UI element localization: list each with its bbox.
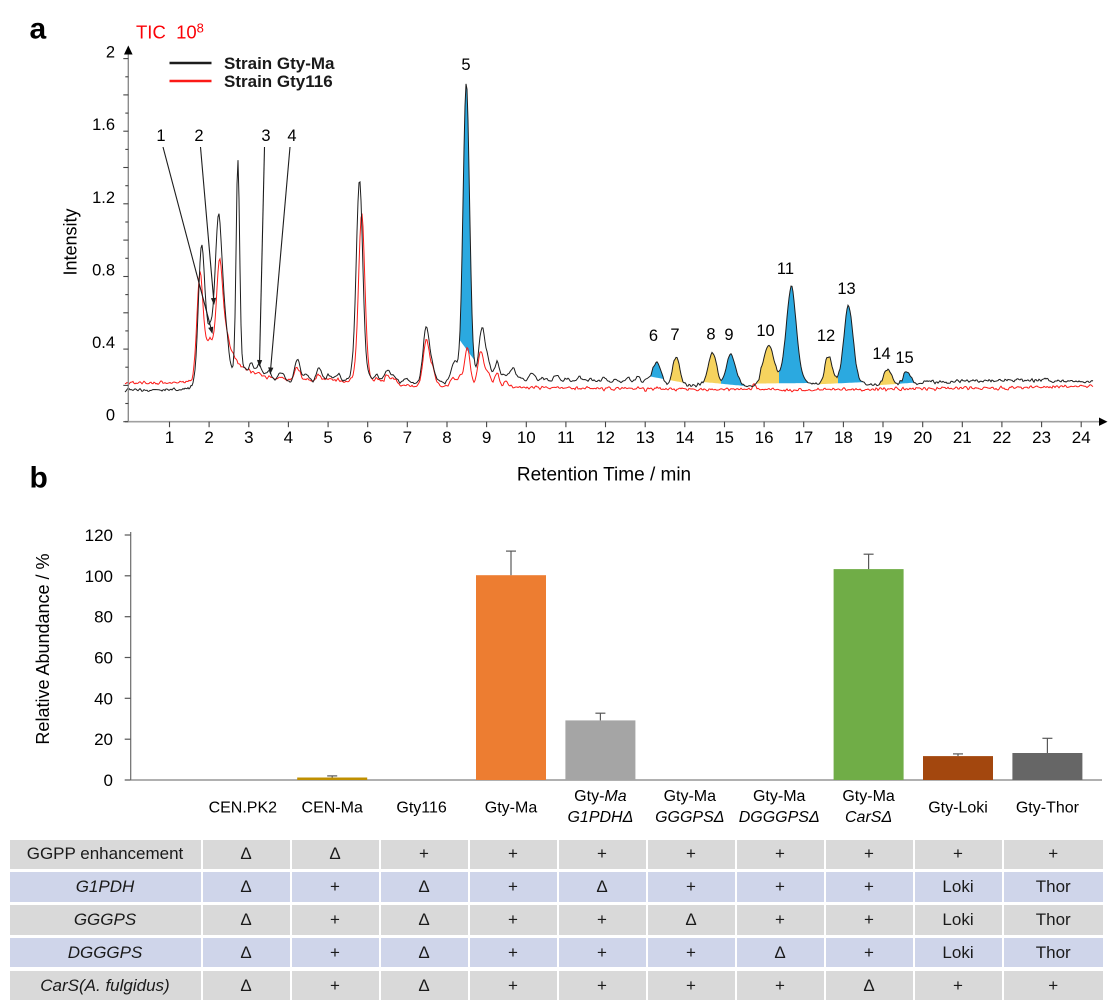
svg-text:Retention Time / min: Retention Time / min [517,465,691,486]
svg-text:40: 40 [94,689,113,708]
svg-text:0: 0 [106,407,115,425]
svg-text:CarSΔ: CarSΔ [845,809,892,826]
svg-text:13: 13 [636,428,655,447]
svg-text:Gty-Ma: Gty-Ma [664,788,717,805]
svg-text:2: 2 [106,44,115,62]
svg-text:1: 1 [165,428,174,447]
svg-text:CEN.PK2: CEN.PK2 [209,800,278,817]
svg-text:1.2: 1.2 [92,189,115,207]
svg-text:Relative Abundance / %: Relative Abundance / % [33,553,53,744]
svg-text:Gty-Ma: Gty-Ma [574,788,627,805]
svg-text:TIC 108: TIC 108 [136,21,204,43]
svg-text:12: 12 [817,327,835,345]
svg-text:11: 11 [557,428,575,447]
svg-text:100: 100 [85,567,113,586]
svg-text:3: 3 [244,428,253,447]
svg-text:14: 14 [675,428,694,447]
svg-text:4: 4 [284,428,293,447]
svg-text:19: 19 [874,428,893,447]
svg-text:15: 15 [895,349,913,367]
svg-text:12: 12 [596,428,615,447]
svg-text:80: 80 [94,608,113,627]
svg-text:Gty116: Gty116 [396,800,447,817]
svg-text:Gty-Loki: Gty-Loki [928,800,988,817]
svg-text:10: 10 [756,322,774,340]
svg-text:120: 120 [85,526,113,545]
svg-text:Strain Gty-Ma: Strain Gty-Ma [224,54,335,73]
svg-text:G1PDHΔ: G1PDHΔ [567,809,633,826]
svg-text:0.8: 0.8 [92,262,115,280]
svg-text:b: b [30,462,48,495]
svg-text:17: 17 [794,428,813,447]
svg-text:8: 8 [442,428,451,447]
svg-text:CEN-Ma: CEN-Ma [302,800,363,817]
svg-text:5: 5 [323,428,332,447]
svg-text:9: 9 [724,326,733,344]
svg-text:Gty-Ma: Gty-Ma [753,788,806,805]
svg-text:60: 60 [94,649,113,668]
svg-text:14: 14 [872,345,890,363]
svg-text:Gty-Thor: Gty-Thor [1016,800,1080,817]
svg-text:15: 15 [715,428,734,447]
svg-text:2: 2 [204,428,213,447]
svg-text:7: 7 [670,326,679,344]
svg-text:6: 6 [649,327,658,345]
svg-text:20: 20 [94,730,113,749]
svg-text:13: 13 [837,280,855,298]
svg-text:DGGGPSΔ: DGGGPSΔ [739,809,820,826]
svg-text:7: 7 [403,428,412,447]
svg-text:3: 3 [261,127,270,145]
svg-text:24: 24 [1072,428,1091,447]
svg-text:1: 1 [156,127,165,145]
svg-text:Gty-Ma: Gty-Ma [485,800,538,817]
svg-text:0: 0 [104,771,113,790]
svg-text:8: 8 [706,326,715,344]
svg-text:a: a [30,13,47,46]
svg-text:16: 16 [755,428,774,447]
svg-text:18: 18 [834,428,853,447]
svg-text:10: 10 [517,428,536,447]
svg-text:23: 23 [1032,428,1051,447]
svg-text:2: 2 [194,127,203,145]
svg-text:GGGPSΔ: GGGPSΔ [655,809,724,826]
svg-text:4: 4 [287,127,296,145]
svg-text:6: 6 [363,428,372,447]
svg-text:5: 5 [461,56,470,74]
svg-text:Intensity: Intensity [61,208,81,275]
svg-text:9: 9 [482,428,491,447]
svg-text:Strain Gty116: Strain Gty116 [224,72,333,91]
svg-text:11: 11 [777,260,794,278]
svg-text:22: 22 [992,428,1011,447]
svg-text:21: 21 [953,428,972,447]
svg-text:0.4: 0.4 [92,334,115,352]
svg-text:1.6: 1.6 [92,116,115,134]
svg-text:20: 20 [913,428,932,447]
svg-text:Gty-Ma: Gty-Ma [842,788,895,805]
